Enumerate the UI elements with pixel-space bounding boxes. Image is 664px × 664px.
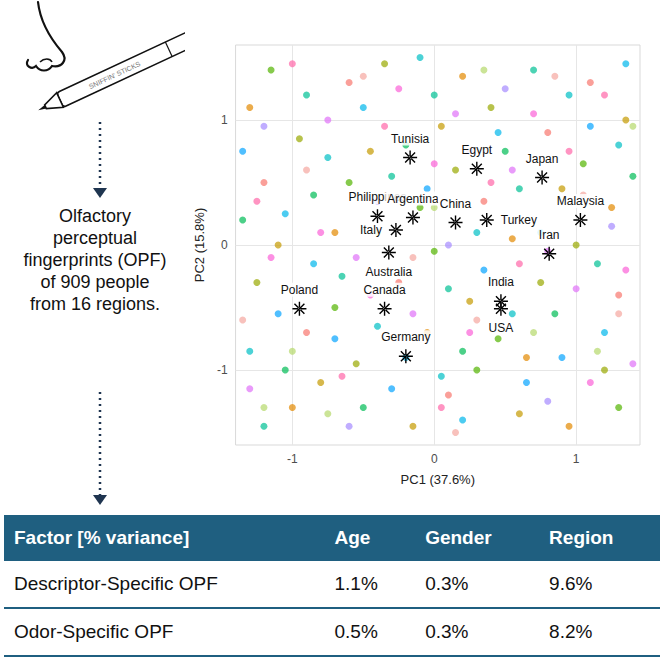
html-text:Region: Region [549,527,614,548]
svg-text:Italy: Italy [360,223,382,237]
svg-text:1: 1 [573,452,580,466]
html-text:0.5%: 0.5% [334,621,378,642]
svg-text:India: India [488,275,514,289]
svg-text:Germany: Germany [381,330,430,344]
html-text:Age: Age [334,527,371,548]
svg-text:Tunisia: Tunisia [391,132,430,146]
svg-text:PC1 (37.6%): PC1 (37.6%) [401,472,475,487]
html-text:8.2%: 8.2% [549,621,593,642]
svg-text:Egypt: Egypt [461,143,492,157]
svg-text:SNIFFIN' STICKS: SNIFFIN' STICKS [88,60,142,90]
svg-text:Turkey: Turkey [501,213,537,227]
svg-text:-1: -1 [287,452,298,466]
svg-text:0: 0 [431,452,438,466]
html-text:0.3%: 0.3% [425,573,469,594]
svg-text:0: 0 [221,238,228,252]
html-text:Olfactory perceptual fingerpri: Olfactory perceptual fingerprints (OPF) … [23,206,167,314]
html-text:Factor [% variance]: Factor [% variance] [14,527,190,548]
html-text:1.1%: 1.1% [334,573,378,594]
svg-text:Poland: Poland [281,283,318,297]
svg-text:China: China [440,197,472,211]
html-text:Descriptor-Specific OPF: Descriptor-Specific OPF [14,573,218,594]
svg-text:Japan: Japan [526,152,559,166]
svg-text:PC2 (15.8%): PC2 (15.8%) [192,208,207,282]
svg-text:1: 1 [221,113,228,127]
svg-text:Canada: Canada [364,283,406,297]
svg-text:Philippines: Philippines [348,190,407,205]
html-text:Odor-Specific OPF: Odor-Specific OPF [14,621,174,642]
svg-text:Iran: Iran [539,228,560,242]
html-text:Gender: Gender [425,527,492,548]
html-text:0.3%: 0.3% [425,621,469,642]
svg-text:Malaysia: Malaysia [557,194,605,208]
svg-text:Argentina: Argentina [387,192,439,206]
svg-text:USA: USA [489,321,514,335]
svg-text:Australia: Australia [365,265,412,279]
svg-text:-1: -1 [217,363,228,377]
html-text:9.6%: 9.6% [549,573,593,594]
